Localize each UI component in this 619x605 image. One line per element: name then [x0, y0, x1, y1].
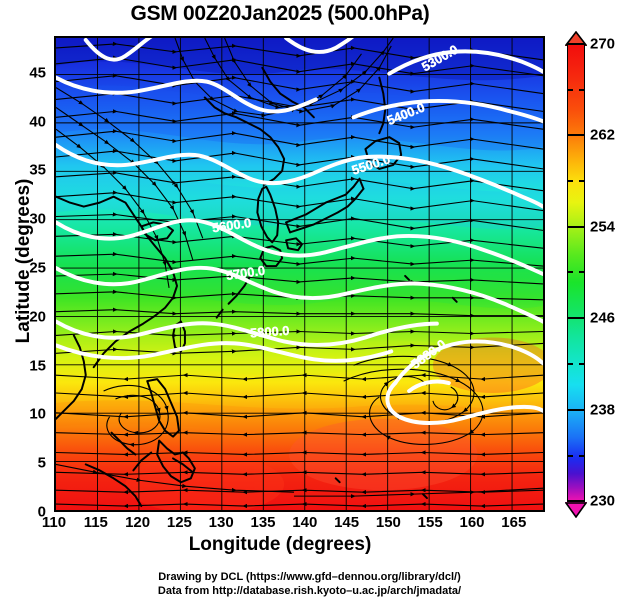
colorbar-label-270: 270: [590, 35, 616, 53]
ytick-10: 10: [29, 405, 46, 423]
colorbar[interactable]: [567, 44, 585, 502]
colorbar-label-238: 238: [590, 401, 616, 419]
page-title: GSM 00Z20Jan2025 (500.0hPa): [130, 2, 430, 25]
colorbar-tick-234: [567, 455, 585, 457]
colorbar-label-262: 262: [590, 126, 616, 144]
xtick-110: 110: [41, 514, 67, 531]
colorbar-tick-250: [567, 271, 585, 273]
colorbar-bottom-arrow-outline: [565, 502, 587, 518]
xtick-130: 130: [208, 514, 234, 531]
xtick-115: 115: [83, 514, 108, 531]
contour-label-5880: 5880.0: [408, 336, 449, 371]
colorbar-tick-262: [567, 134, 585, 136]
ytick-45: 45: [29, 64, 46, 82]
colorbar-tick-246: [567, 317, 585, 319]
colorbar-tick-242: [567, 363, 585, 365]
contour-label-5700: 5700.0: [225, 263, 266, 283]
xtick-165: 165: [501, 514, 527, 531]
colorbar-tick-230: [567, 500, 585, 502]
colorbar-label-254: 254: [590, 218, 616, 236]
contour-label-5800: 5800.0: [250, 323, 290, 341]
wind-streamlines: [56, 38, 543, 509]
colorbar-label-230: 230: [590, 492, 616, 510]
ytick-35: 35: [29, 161, 46, 179]
xtick-155: 155: [417, 514, 443, 531]
ytick-20: 20: [29, 308, 46, 326]
contour-label-5600: 5600.0: [211, 215, 252, 235]
x-axis-label: Longitude (degrees): [188, 534, 372, 555]
xtick-135: 135: [250, 514, 276, 531]
footer-credits: Drawing by DCL (https://www.gfd–dennou.o…: [0, 570, 619, 598]
xtick-125: 125: [166, 514, 192, 531]
ytick-15: 15: [29, 357, 46, 375]
ytick-5: 5: [37, 454, 46, 472]
footer-line-2: Data from http://database.rish.kyoto–u.a…: [157, 585, 462, 597]
ytick-0: 0: [37, 503, 46, 521]
ytick-30: 30: [29, 210, 46, 228]
colorbar-tick-238: [567, 409, 585, 411]
xtick-140: 140: [292, 514, 318, 531]
xtick-120: 120: [125, 514, 151, 531]
footer-line-1: Drawing by DCL (https://www.gfd–dennou.o…: [158, 571, 461, 583]
xtick-145: 145: [334, 514, 360, 531]
colorbar-top-arrow: [565, 31, 587, 46]
colorbar-tick-266: [567, 89, 585, 91]
map-plot-area: 5300.0 5400.0 5500.0 5600.0 5700.0 5800.…: [54, 36, 545, 512]
colorbar-label-246: 246: [590, 309, 616, 327]
xtick-150: 150: [375, 514, 401, 531]
contour-label-5300: 5300.0: [419, 42, 461, 75]
xtick-160: 160: [459, 514, 485, 531]
colorbar-tick-254: [567, 226, 585, 228]
colorbar-tick-258: [567, 180, 585, 182]
ytick-40: 40: [29, 113, 46, 131]
ytick-25: 25: [29, 259, 46, 277]
geopotential-height-contours: 5300.0 5400.0 5500.0 5600.0 5700.0 5800.…: [56, 38, 543, 425]
colorbar-bottom-arrow: [565, 502, 587, 517]
y-axis-label: Latitude (degrees): [13, 178, 34, 344]
colorbar-tick-270: [567, 43, 585, 45]
colorbar-gradient: [568, 45, 584, 501]
